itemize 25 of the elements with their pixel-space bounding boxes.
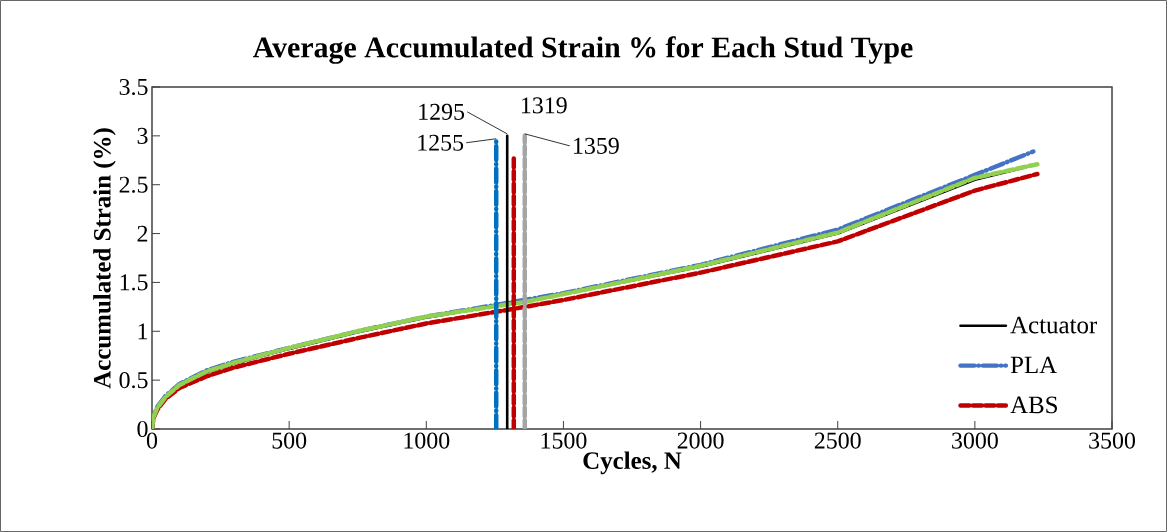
y-tick-label: 1 (138, 323, 148, 340)
y-tick-label: 0.5 (119, 372, 148, 389)
y-axis-title: Accumulated Strain (%) (93, 128, 116, 389)
legend-label: PLA (1010, 356, 1057, 374)
x-tick-label: 500 (272, 432, 307, 449)
annotation: 1255 (418, 134, 464, 151)
y-tick-label: 2 (137, 225, 148, 242)
legend-label: ABS (1010, 396, 1057, 414)
y-tick-label: 3.5 (119, 78, 148, 96)
x-axis-title: Cycles, N (583, 451, 682, 475)
x-tick-label: 3500 (1089, 432, 1136, 449)
x-tick-label: 1000 (404, 432, 450, 449)
x-tick-label: 2000 (677, 432, 724, 449)
y-tick-label: 0 (137, 420, 148, 438)
y-tick-label: 3 (137, 127, 148, 144)
y-tick-label: 1.5 (120, 274, 148, 291)
y-tick-label: 2.5 (119, 176, 148, 193)
x-tick-label: 3000 (952, 432, 998, 449)
annotation: 1295 (419, 103, 465, 120)
annotation: 1319 (521, 97, 567, 114)
x-tick-label: 2500 (814, 432, 861, 449)
x-tick-label: 1500 (541, 432, 587, 449)
chart-title: Average Accumulated Strain % for Each Stud Type (253, 36, 913, 64)
legend-label: Actuator (1010, 316, 1098, 334)
annotation: 1359 (574, 137, 619, 154)
